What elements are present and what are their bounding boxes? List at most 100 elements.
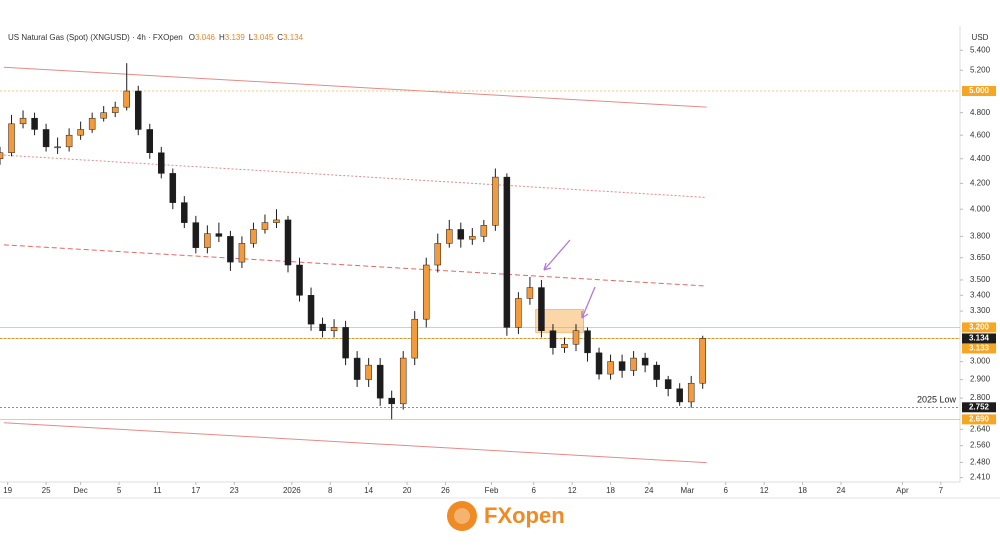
price-label-box <box>962 322 996 333</box>
y-tick-label: 3.500 <box>970 275 991 284</box>
candle-body <box>31 117 38 130</box>
candle-body <box>434 243 442 266</box>
candle-body <box>641 357 649 366</box>
header: US Natural Gas (Spot) (XNGUSD) · 4h · FX… <box>8 33 304 42</box>
candle-body <box>399 357 407 405</box>
ohlc-label: L <box>249 33 254 42</box>
candle-body <box>561 343 568 348</box>
y-tick-label: 2.410 <box>970 473 991 482</box>
y-tick-label: 2.640 <box>970 424 991 433</box>
price-label: 2.690 <box>969 414 990 423</box>
y-tick-label: 3.300 <box>970 306 991 315</box>
price-label: 5.000 <box>969 86 990 95</box>
candle-body <box>457 229 465 240</box>
candle-body <box>250 229 257 244</box>
y-tick-label: 5.400 <box>970 45 991 54</box>
x-tick-label: 24 <box>645 486 654 495</box>
y-tick-label: 2.800 <box>970 393 991 402</box>
x-tick-label: 8 <box>328 486 333 495</box>
candle-body <box>307 295 315 325</box>
candle-body <box>538 287 545 331</box>
x-tick-label: 17 <box>191 486 200 495</box>
x-tick-label: 18 <box>798 486 807 495</box>
y-tick-label: 4.400 <box>970 154 991 163</box>
x-tick-label: 14 <box>364 486 373 495</box>
ohlc-label: C <box>277 33 283 42</box>
ohlc-value: 3.139 <box>225 33 246 42</box>
x-tick-label: 18 <box>606 486 615 495</box>
candle-body <box>422 264 430 320</box>
candle-body <box>42 129 50 148</box>
y-tick-label: 3.400 <box>970 290 991 299</box>
x-tick-label: 5 <box>117 486 122 495</box>
candle-body <box>526 287 534 299</box>
trendline <box>3 244 707 287</box>
candle-body <box>595 352 603 375</box>
logo-icon <box>454 508 470 524</box>
candle-body <box>572 330 580 345</box>
trendline <box>3 422 707 464</box>
x-tick-label: 23 <box>230 486 239 495</box>
arrow-head <box>581 311 589 319</box>
candle-body <box>503 176 511 328</box>
logo-icon <box>447 501 477 531</box>
candle-body <box>411 318 418 359</box>
x-tick-label: 20 <box>403 486 412 495</box>
candle-body <box>77 129 84 136</box>
price-label: 3.133 <box>969 344 990 353</box>
ohlc-label: O <box>189 33 195 42</box>
candle-body <box>469 236 476 240</box>
candle-body <box>146 129 154 154</box>
arrow <box>543 239 571 271</box>
price-label-box <box>962 402 996 413</box>
candle-body <box>480 225 488 237</box>
annotation: 2025 Low <box>917 395 957 405</box>
price-label-box <box>962 333 996 344</box>
x-tick-label: 11 <box>153 486 162 495</box>
candle-body <box>273 219 280 223</box>
candle-body <box>365 364 372 380</box>
ohlc-value: 3.134 <box>283 33 304 42</box>
x-tick-label: 26 <box>441 486 450 495</box>
candle-body <box>687 382 695 403</box>
y-tick-label: 3.000 <box>970 357 991 366</box>
x-tick-label: 2026 <box>283 486 301 495</box>
x-tick-label: Dec <box>74 486 88 495</box>
y-tick-label: 3.650 <box>970 253 991 262</box>
zone <box>535 309 584 333</box>
candle-body <box>123 90 130 108</box>
x-tick-label: Mar <box>680 486 694 495</box>
candle-body <box>100 112 107 119</box>
candle-body <box>699 338 706 384</box>
candle-body <box>342 327 349 359</box>
y-tick-label: 4.000 <box>970 204 991 213</box>
candle-body <box>296 264 303 296</box>
candle-body <box>446 229 453 244</box>
y-tick-label: 5.200 <box>970 65 991 74</box>
candle-body <box>607 361 614 375</box>
candle-body <box>515 298 522 328</box>
y-unit: USD <box>972 33 989 42</box>
candle-body <box>88 117 96 130</box>
candle-body <box>65 134 73 148</box>
x-tick-label: Apr <box>896 486 909 495</box>
candle-body <box>261 222 269 230</box>
y-tick-label: 2.560 <box>970 441 991 450</box>
candle-body <box>111 106 119 113</box>
candle-body <box>181 202 188 223</box>
candle-body <box>215 233 223 237</box>
y-tick-label: 2.900 <box>970 375 991 384</box>
candle-body <box>158 152 165 174</box>
x-tick-label: 25 <box>42 486 51 495</box>
candle-body <box>227 236 234 263</box>
candle-body <box>584 330 591 354</box>
price-label: 3.200 <box>969 323 990 332</box>
candle-body <box>204 233 211 248</box>
price-label-box <box>962 414 996 425</box>
arrows <box>543 239 596 319</box>
trendline <box>3 154 707 198</box>
x-tick-label: 12 <box>568 486 577 495</box>
candle-body <box>630 357 637 371</box>
y-tick-label: 4.800 <box>970 108 991 117</box>
